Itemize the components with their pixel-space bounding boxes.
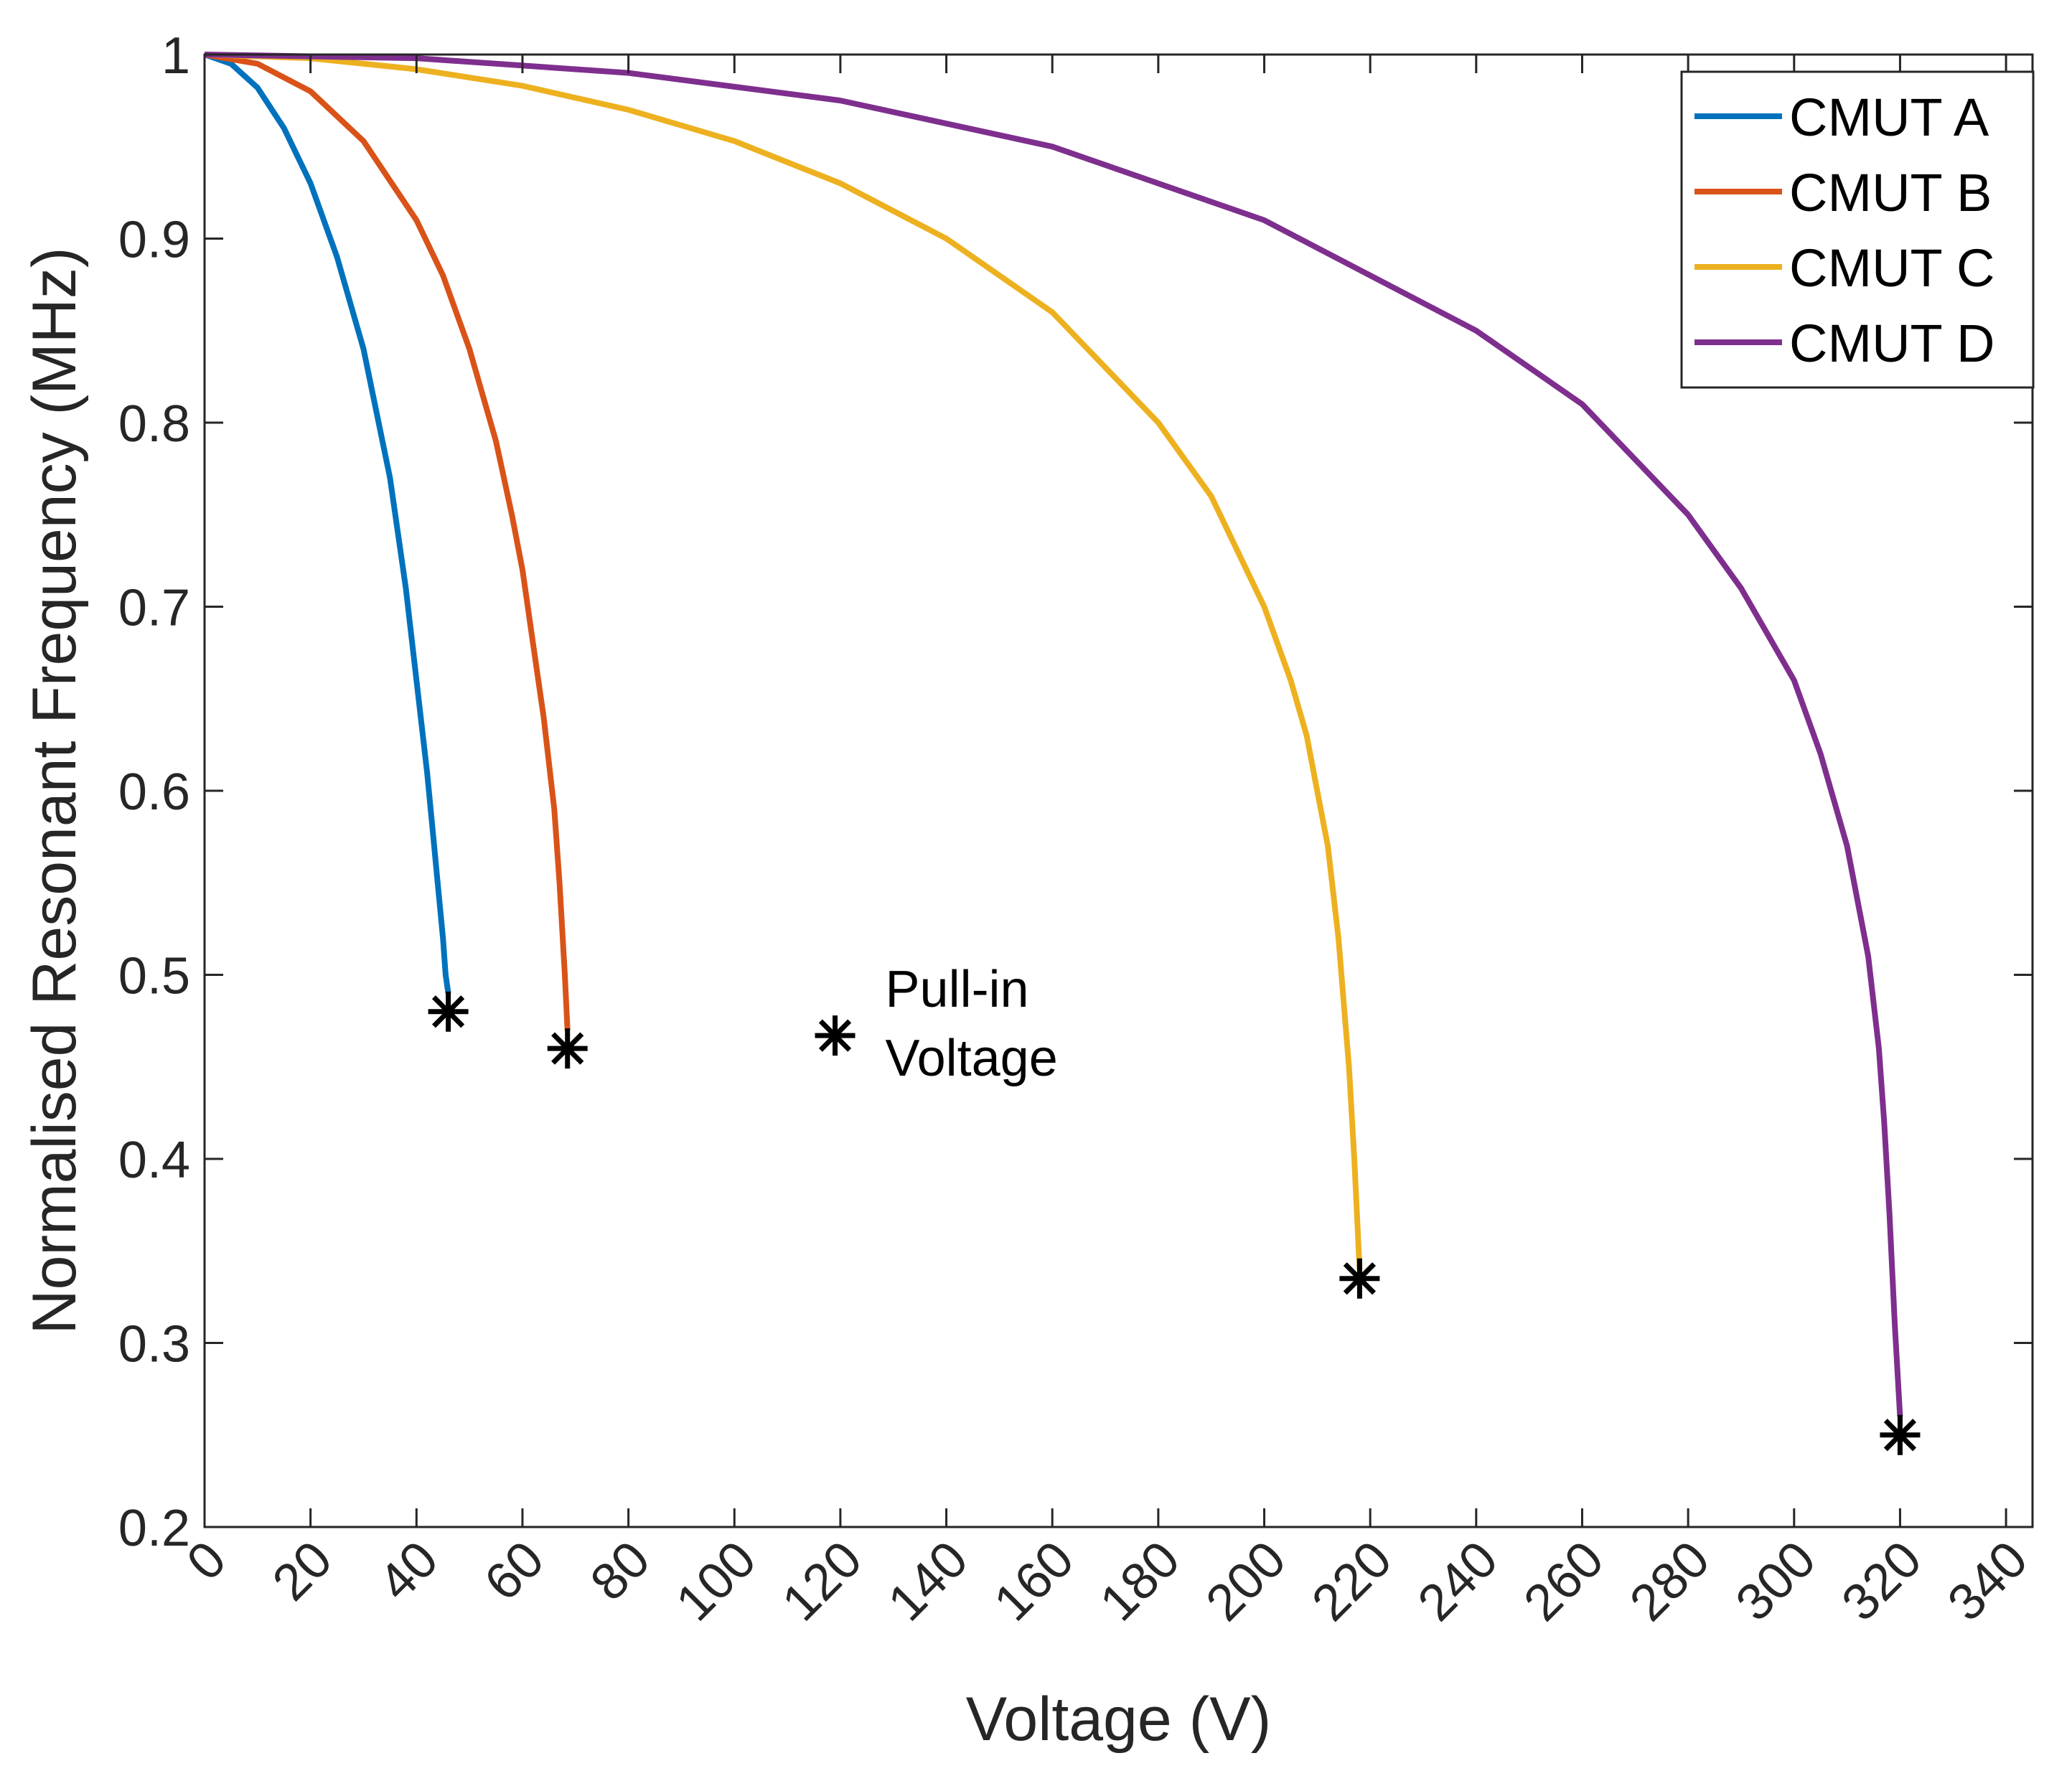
annotation-marker bbox=[815, 1015, 855, 1056]
pull-in-marker-cmut-d bbox=[1880, 1414, 1921, 1455]
y-tick-label: 0.4 bbox=[118, 1132, 190, 1189]
marker-stroke bbox=[551, 1032, 584, 1065]
marker-stroke bbox=[1883, 1419, 1917, 1452]
y-tick-label: 0.9 bbox=[118, 212, 190, 269]
marker-stroke bbox=[1343, 1262, 1377, 1295]
y-tick-label: 0.2 bbox=[118, 1500, 190, 1557]
legend-box bbox=[1680, 70, 2035, 389]
series-line-cmut-a bbox=[203, 52, 451, 994]
pull-in-marker-cmut-b bbox=[547, 1028, 588, 1069]
legend-label-cmut-b: CMUT B bbox=[1789, 163, 1992, 222]
y-axis-title: Normalised Resonant Frequency (MHz) bbox=[20, 247, 89, 1334]
series-line-cmut-d bbox=[204, 52, 1903, 1417]
y-tick-label: 0.5 bbox=[118, 948, 190, 1005]
pull-in-annotation: Pull-in Voltage bbox=[815, 961, 1058, 1087]
y-tick-label: 0.8 bbox=[118, 395, 190, 453]
legend-label-cmut-a: CMUT A bbox=[1789, 88, 1989, 147]
y-tick-label: 1 bbox=[161, 27, 190, 85]
x-axis-title: Voltage (V) bbox=[966, 1685, 1271, 1754]
pull-in-marker-cmut-a bbox=[428, 991, 469, 1032]
marker-stroke bbox=[431, 995, 465, 1028]
legend-label-cmut-c: CMUT C bbox=[1789, 238, 1994, 298]
series-line-cmut-b bbox=[204, 52, 571, 1030]
marker-stroke bbox=[818, 1019, 852, 1052]
axes-ticks bbox=[203, 53, 2034, 1528]
annotation-line2: Voltage bbox=[886, 1030, 1058, 1087]
pull-in-marker-cmut-c bbox=[1339, 1258, 1380, 1299]
plot-area bbox=[203, 52, 1921, 1455]
y-tick-label: 0.6 bbox=[118, 764, 190, 821]
y-tick-label: 0.7 bbox=[118, 580, 190, 637]
annotation-line1: Pull-in bbox=[886, 961, 1029, 1018]
legend-label-cmut-d: CMUT D bbox=[1789, 314, 1994, 373]
series-line-cmut-c bbox=[204, 52, 1363, 1270]
y-tick-label: 0.3 bbox=[118, 1316, 190, 1373]
legend: CMUT A CMUT B CMUT C CMUT D bbox=[1680, 70, 2035, 389]
